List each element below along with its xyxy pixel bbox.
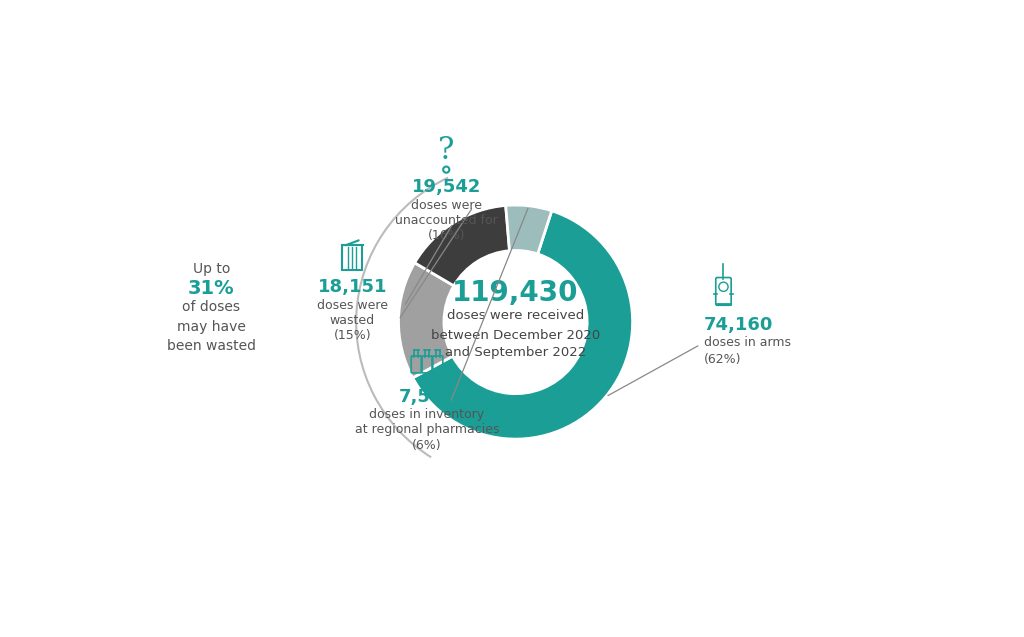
Text: 7,577: 7,577 xyxy=(398,388,456,406)
Text: doses in arms: doses in arms xyxy=(705,336,792,350)
Text: may have: may have xyxy=(177,320,246,334)
Text: and September 2022: and September 2022 xyxy=(445,347,586,359)
Wedge shape xyxy=(413,211,633,439)
Wedge shape xyxy=(506,205,552,254)
Text: 18,151: 18,151 xyxy=(317,278,387,296)
Text: doses were: doses were xyxy=(316,299,388,311)
Text: 119,430: 119,430 xyxy=(453,279,579,307)
Text: wasted: wasted xyxy=(330,314,375,327)
Wedge shape xyxy=(415,206,510,286)
Text: (15%): (15%) xyxy=(334,329,371,343)
Wedge shape xyxy=(398,262,454,378)
Text: 74,160: 74,160 xyxy=(705,317,773,334)
Text: 19,542: 19,542 xyxy=(412,178,481,196)
Text: Up to: Up to xyxy=(193,262,230,276)
Text: unaccounted for: unaccounted for xyxy=(395,214,498,227)
Text: (16%): (16%) xyxy=(427,229,465,242)
Text: 31%: 31% xyxy=(188,279,234,297)
Text: (62%): (62%) xyxy=(705,354,741,366)
Text: doses were: doses were xyxy=(411,199,481,211)
Text: between December 2020: between December 2020 xyxy=(431,329,600,341)
Text: doses were received: doses were received xyxy=(446,310,584,322)
Text: (6%): (6%) xyxy=(413,439,441,452)
Text: been wasted: been wasted xyxy=(167,339,256,353)
Text: ?: ? xyxy=(438,135,455,166)
Text: at regional pharmacies: at regional pharmacies xyxy=(354,424,500,436)
Text: doses in inventory: doses in inventory xyxy=(370,408,484,421)
Text: of doses: of doses xyxy=(182,301,241,315)
